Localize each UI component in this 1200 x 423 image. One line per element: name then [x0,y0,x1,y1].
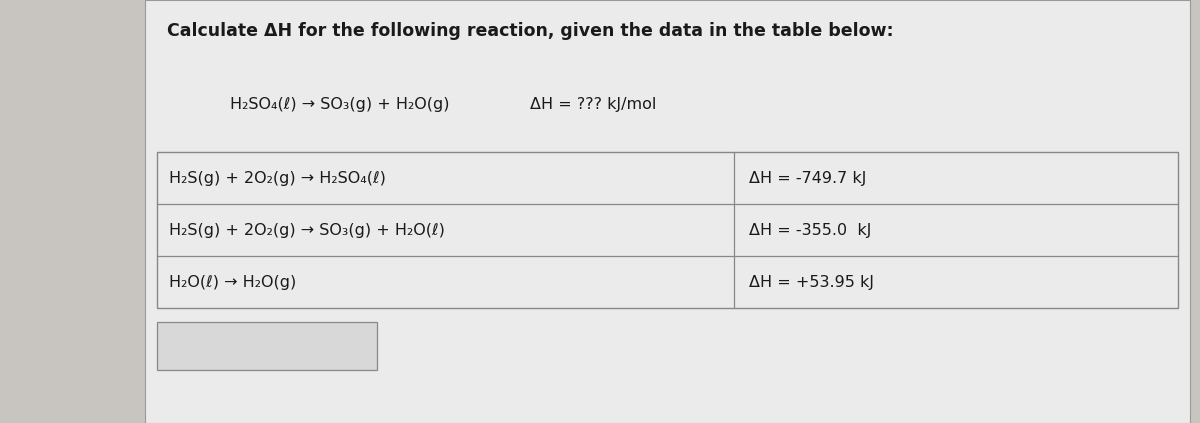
Text: ΔH = ??? kJ/mol: ΔH = ??? kJ/mol [530,97,656,113]
Bar [157,152,1178,308]
Text: H₂S(g) + 2O₂(g) → SO₃(g) + H₂O(ℓ): H₂S(g) + 2O₂(g) → SO₃(g) + H₂O(ℓ) [169,222,445,237]
Text: H₂SO₄(ℓ) → SO₃(g) + H₂O(g): H₂SO₄(ℓ) → SO₃(g) + H₂O(g) [230,97,450,113]
Text: ΔH = +53.95 kJ: ΔH = +53.95 kJ [749,275,874,289]
Bar [157,322,377,370]
Text: ΔH = -355.0  kJ: ΔH = -355.0 kJ [749,222,871,237]
Text: ΔH = -749.7 kJ: ΔH = -749.7 kJ [749,170,866,186]
Text: H₂O(ℓ) → H₂O(g): H₂O(ℓ) → H₂O(g) [169,275,296,289]
Text: H₂S(g) + 2O₂(g) → H₂SO₄(ℓ): H₂S(g) + 2O₂(g) → H₂SO₄(ℓ) [169,170,386,186]
Text: Calculate ΔH for the following reaction, given the data in the table below:: Calculate ΔH for the following reaction,… [167,22,894,40]
Bar [145,0,1190,423]
